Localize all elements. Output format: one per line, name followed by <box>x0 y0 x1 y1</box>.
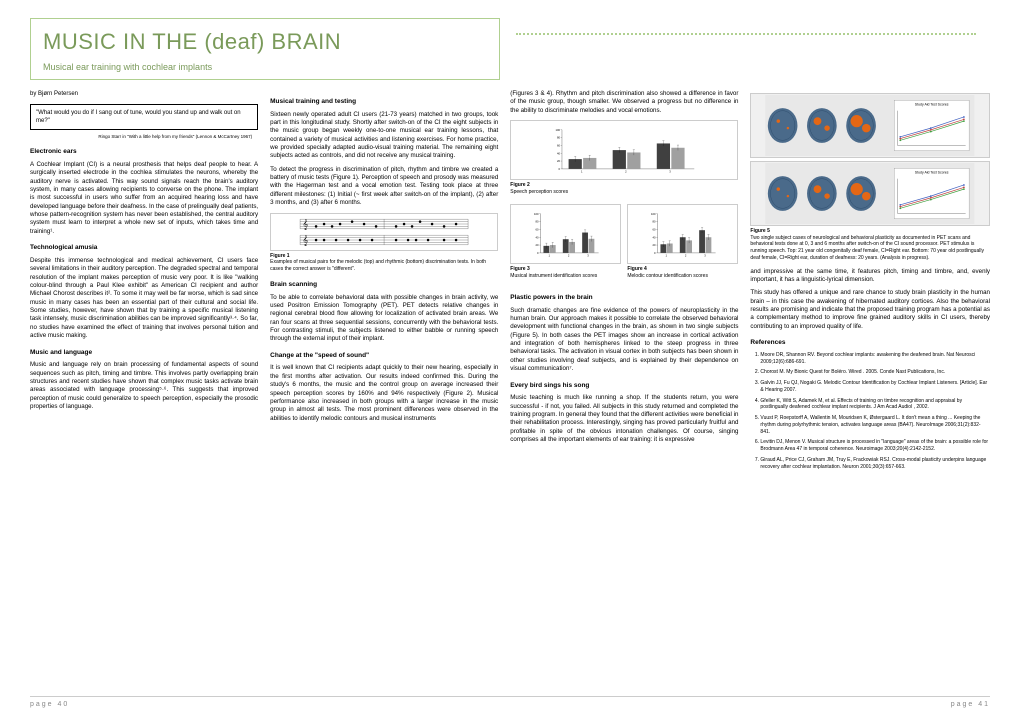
heading-musical-training: Musical training and testing <box>270 98 498 107</box>
column-3: (Figures 3 & 4). Rhythm and pitch discri… <box>510 90 738 475</box>
svg-text:0: 0 <box>559 167 561 171</box>
svg-text:100: 100 <box>534 212 539 216</box>
svg-text:2: 2 <box>568 254 570 258</box>
para: Sixteen newly operated adult CI users (2… <box>270 111 498 161</box>
references-list: Moore DR, Shannon RV. Beyond cochlear im… <box>750 352 990 471</box>
svg-text:60: 60 <box>536 228 539 232</box>
para: A Cochlear Implant (CI) is a neural pros… <box>30 161 258 236</box>
para: It is well known that CI recipients adap… <box>270 364 498 423</box>
svg-text:2: 2 <box>685 254 687 258</box>
para: Despite this immense technological and m… <box>30 257 258 341</box>
figure-2-barchart: 0 20 40 60 80 100 1 2 3 <box>510 120 738 180</box>
page-title: MUSIC IN THE (deaf) BRAIN <box>43 27 487 57</box>
figure-2-caption: Figure 2Speech perception scores <box>510 182 738 196</box>
figure-3-caption: Figure 3Musical instrument identificatio… <box>510 266 621 280</box>
para: (Figures 3 & 4). Rhythm and pitch discri… <box>510 90 738 115</box>
svg-text:3: 3 <box>670 169 672 173</box>
svg-text:80: 80 <box>557 135 560 139</box>
svg-text:Study Aid Test Scores: Study Aid Test Scores <box>915 102 949 106</box>
heading-change-speed: Change at the "speed of sound" <box>270 352 498 361</box>
para: Music teaching is much like running a sh… <box>510 394 738 444</box>
reference-item: Giraud AL, Price CJ, Graham JM, Truy E, … <box>760 457 990 471</box>
svg-text:100: 100 <box>556 128 561 132</box>
svg-text:1: 1 <box>666 254 668 258</box>
heading-music-language: Music and language <box>30 349 258 358</box>
column-4: Study Aid Test Scores Study Aid Test Sco… <box>750 90 990 475</box>
figure-3-barchart: 0 20 40 60 80 100 1 2 3 <box>510 204 621 264</box>
reference-item: Vuust P, Roepstorff A, Wallentin M, Mour… <box>760 415 990 435</box>
figure-5-caption: Figure 5Two single subject cases of neur… <box>750 228 990 262</box>
svg-text:40: 40 <box>536 236 539 240</box>
quote-attribution: Ringo Starr in "With a little help from … <box>30 134 258 140</box>
column-2: Musical training and testing Sixteen new… <box>270 90 498 475</box>
page-number-right: page 41 <box>951 700 990 709</box>
heading-plastic-powers: Plastic powers in the brain <box>510 294 738 303</box>
svg-text:20: 20 <box>653 243 656 247</box>
page-subtitle: Musical ear training with cochlear impla… <box>43 61 487 73</box>
para: Such dramatic changes are fine evidence … <box>510 307 738 374</box>
svg-text:60: 60 <box>653 228 656 232</box>
heading-technological-amusia: Technological amusia <box>30 244 258 253</box>
quote-box: "What would you do if I sang out of tune… <box>30 104 258 130</box>
heading-electronic-ears: Electronic ears <box>30 148 258 157</box>
column-1: by Bjørn Petersen "What would you do if … <box>30 90 258 475</box>
svg-text:1: 1 <box>581 169 583 173</box>
svg-text:80: 80 <box>653 220 656 224</box>
svg-text:20: 20 <box>536 243 539 247</box>
svg-text:3: 3 <box>705 254 707 258</box>
page-spread: MUSIC IN THE (deaf) BRAIN Musical ear tr… <box>0 0 1020 721</box>
svg-text:40: 40 <box>653 236 656 240</box>
svg-text:Study Aid Test Scores: Study Aid Test Scores <box>915 170 949 174</box>
svg-text:𝄞: 𝄞 <box>303 234 309 246</box>
para: and impressive at the same time, it feat… <box>750 268 990 285</box>
svg-text:0: 0 <box>537 251 539 255</box>
svg-text:0: 0 <box>654 251 656 255</box>
para: To be able to correlate behavioral data … <box>270 294 498 344</box>
svg-text:3: 3 <box>588 254 590 258</box>
svg-text:80: 80 <box>536 220 539 224</box>
para: This study has offered a unique and rare… <box>750 289 990 331</box>
figure-1-notation: 𝄞 𝄞 <box>270 213 498 251</box>
page-number-left: page 40 <box>30 700 69 709</box>
svg-text:𝄞: 𝄞 <box>303 218 309 230</box>
footer: page 40 page 41 <box>30 700 990 709</box>
svg-text:40: 40 <box>557 151 560 155</box>
reference-item: Levitin DJ, Menon V. Musical structure i… <box>760 439 990 453</box>
reference-item: Moore DR, Shannon RV. Beyond cochlear im… <box>760 352 990 366</box>
svg-text:100: 100 <box>651 212 656 216</box>
byline: by Bjørn Petersen <box>30 90 258 98</box>
reference-item: Chorost M. My Bionic Quest for Boléro. W… <box>760 369 990 376</box>
figure-3-4-pair: 020406080100123 Figure 3Musical instrume… <box>510 201 738 286</box>
columns: by Bjørn Petersen "What would you do if … <box>30 90 990 475</box>
heading-brain-scanning: Brain scanning <box>270 281 498 290</box>
reference-item: Gfeller K, Witt S, Adamek M, et al. Effe… <box>760 398 990 412</box>
title-block: MUSIC IN THE (deaf) BRAIN Musical ear tr… <box>30 18 500 80</box>
figure-4-caption: Figure 4Melodic contour identification s… <box>627 266 738 280</box>
reference-item: Galvin JJ, Fu QJ, Nogaki G. Melodic Cont… <box>760 380 990 394</box>
heading-every-bird: Every bird sings his song <box>510 382 738 391</box>
figure-5-brain-top: Study Aid Test Scores <box>750 93 990 158</box>
figure-5-brain-bottom: Study Aid Test Scores <box>750 161 990 226</box>
para: To detect the progress in discrimination… <box>270 166 498 208</box>
svg-text:2: 2 <box>625 169 627 173</box>
svg-text:20: 20 <box>557 159 560 163</box>
svg-text:1: 1 <box>549 254 551 258</box>
figure-1-caption: Figure 1Examples of musical pairs for th… <box>270 253 498 273</box>
para: Music and language rely on brain process… <box>30 361 258 411</box>
svg-text:60: 60 <box>557 143 560 147</box>
figure-4-barchart: 0 20 40 60 80 100 1 2 3 <box>627 204 738 264</box>
heading-references: References <box>750 339 990 348</box>
